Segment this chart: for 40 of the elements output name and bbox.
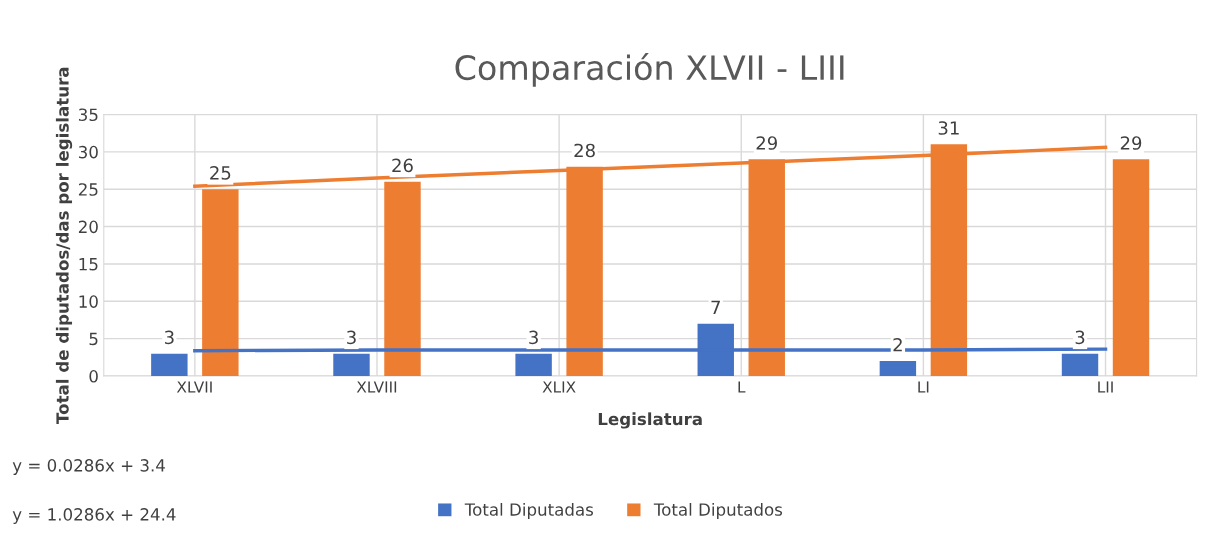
x-tick-label: LII <box>1098 381 1113 393</box>
data-label: 3 <box>347 330 356 345</box>
bar <box>151 353 188 377</box>
data-label: 31 <box>938 121 959 135</box>
data-label: 3 <box>164 330 174 345</box>
bar <box>1112 159 1150 377</box>
x-tick-label: LI <box>918 381 929 393</box>
y-axis-title: Total de diputados/das por legislatura <box>55 67 73 424</box>
x-tick-label: XLIX <box>542 381 576 393</box>
data-label: 28 <box>574 143 595 158</box>
bar <box>333 353 370 377</box>
data-label: 2 <box>893 337 902 352</box>
y-tick-label: 35 <box>78 108 98 122</box>
text: y = 0.0286x + 3.4 <box>12 459 165 475</box>
y-tick-label: 5 <box>89 332 98 346</box>
data-label: 26 <box>392 158 413 173</box>
y-tick-label: 10 <box>79 295 98 308</box>
legend-label: Total Diputados <box>653 502 783 520</box>
x-tick-label: XLVIII <box>356 381 397 393</box>
chart-title: Comparación XLVII - LIII <box>455 53 844 87</box>
x-axis-title: Legislatura <box>598 412 702 429</box>
x-tick-label: L <box>738 381 746 393</box>
legend-label: Total Diputadas <box>464 502 594 520</box>
y-tick-label: 25 <box>78 183 98 196</box>
text: y = 1.0286x + 24.4 <box>12 508 176 524</box>
bar <box>879 361 917 377</box>
data-label: 3 <box>529 330 538 345</box>
data-label: 25 <box>210 166 231 180</box>
data-label: 7 <box>711 300 720 314</box>
x-tick-label: XLVII <box>176 381 212 393</box>
data-label: 3 <box>1075 330 1085 345</box>
bar <box>384 181 421 377</box>
data-label: 29 <box>1120 136 1142 150</box>
data-label: 29 <box>756 136 777 150</box>
y-tick-label: 30 <box>78 145 98 159</box>
y-tick-label: 20 <box>78 220 98 234</box>
bar <box>515 353 552 377</box>
bar <box>1061 353 1099 377</box>
y-tick-label: 0 <box>89 370 98 383</box>
y-tick-label: 15 <box>79 258 98 271</box>
